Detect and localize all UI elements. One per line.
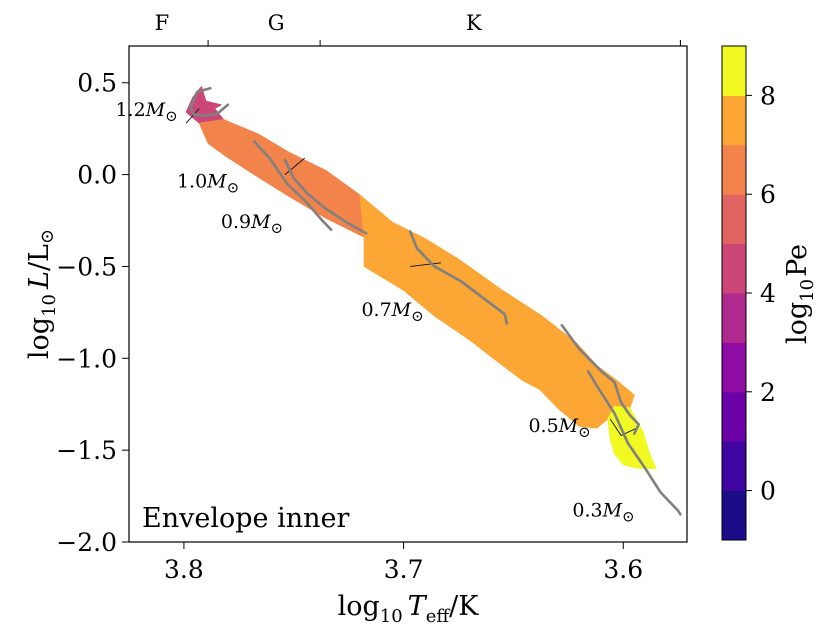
mass-label-0.7: 0.7M⊙ [361, 299, 423, 325]
colorbar-segment-0 [722, 490, 746, 541]
evolution-track-1.2 [189, 87, 230, 118]
y-tick-label--0.5: −0.5 [56, 252, 117, 281]
evolution-track-0.9 [283, 158, 368, 235]
mass-labels: 1.2M⊙ 1.0M⊙ 0.9M⊙ 0.7M⊙ 0.5M⊙ 0.3M⊙ [115, 99, 634, 525]
y-axis-ticks: 0.5 0.0 −0.5 −1.0 −1.5 −2.0 [56, 69, 129, 557]
x-axis-title: log10 Teff/K [338, 591, 480, 627]
y-tick-label-0: 0.0 [77, 161, 117, 190]
colorbar-title: log10Pe [782, 244, 818, 344]
y-tick-label-0.5: 0.5 [77, 69, 117, 98]
x-tick-label-3.7: 3.7 [384, 555, 424, 584]
x-tick-label-3.8: 3.8 [164, 555, 204, 584]
pe-contour-lines [185, 108, 637, 437]
x-axis-ticks: 3.8 3.7 3.6 [164, 542, 643, 584]
colorbar-ticks: 0 2 4 6 8 [746, 81, 776, 506]
y-tick-label--1.5: −1.5 [56, 436, 117, 465]
colorbar-segment-2 [722, 391, 746, 442]
pe-contour-3 [609, 418, 637, 437]
pe-contour-2 [410, 262, 442, 267]
pe-contour-0 [185, 108, 200, 124]
colorbar-tick-label-2: 2 [760, 378, 776, 407]
x-tick-label-3.6: 3.6 [603, 555, 643, 584]
colorbar-segment-6 [722, 194, 746, 245]
colorbar-segment-9 [722, 46, 746, 96]
colorbar-segment-4 [722, 293, 746, 343]
panel-label: Envelope inner [142, 503, 349, 534]
spectral-label-F: F [155, 11, 170, 35]
evolution-tracks [189, 87, 682, 516]
mass-label-0.5: 0.5M⊙ [528, 415, 590, 441]
spectral-label-G: G [268, 11, 285, 35]
mass-label-1.0: 1.0M⊙ [177, 171, 239, 197]
colorbar-segment-5 [722, 243, 746, 294]
colorbar-tick-label-4: 4 [760, 279, 776, 308]
colorbar-segment-8 [722, 95, 746, 146]
y-axis-title: log10L/L⊙ [24, 229, 60, 359]
evolution-track-0.5 [560, 323, 641, 435]
plot-frame [128, 45, 688, 543]
colorbar-segment-1 [722, 441, 746, 492]
colorbar-segment-7 [722, 144, 746, 195]
mass-label-0.9: 0.9M⊙ [221, 211, 283, 237]
pe-contour-1 [284, 157, 305, 175]
mass-label-0.3: 0.3M⊙ [572, 499, 634, 525]
colorbar-tick-label-0: 0 [760, 477, 776, 506]
colorbar [722, 46, 746, 541]
evolution-track-0.3 [586, 369, 682, 516]
colorbar-tick-label-8: 8 [760, 81, 776, 110]
spectral-label-K: K [466, 11, 482, 35]
y-tick-label--2: −2.0 [56, 528, 117, 557]
colorbar-tick-label-6: 6 [760, 180, 776, 209]
evolution-track-1.0 [252, 140, 333, 231]
evolution-track-0.7 [408, 230, 509, 325]
mass-label-1.2: 1.2M⊙ [115, 99, 177, 125]
colorbar-segment-3 [722, 342, 746, 393]
y-tick-label--1: −1.0 [56, 344, 117, 373]
